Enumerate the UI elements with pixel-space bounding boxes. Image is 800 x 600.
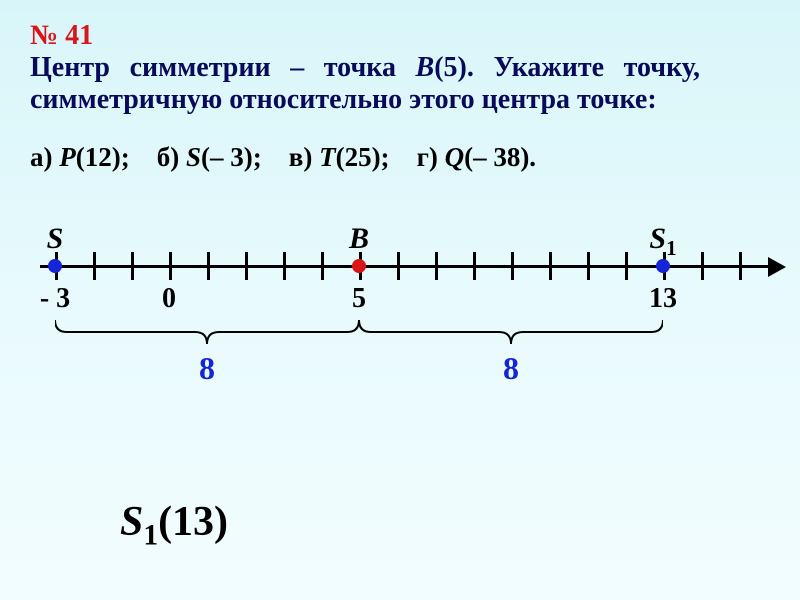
- tick: [283, 252, 286, 280]
- brace-right: [359, 320, 663, 350]
- tick: [169, 252, 172, 280]
- tick: [321, 252, 324, 280]
- point-label-S: S: [47, 222, 64, 256]
- brace-label-left: 8: [199, 350, 215, 387]
- point-label-S1: S1: [649, 222, 676, 261]
- num-label-Zero: 0: [162, 283, 176, 315]
- options: а) P(12); б) S(– 3); в) T(25); г) Q(– 38…: [30, 141, 770, 175]
- num-label-S1: 13: [649, 283, 677, 315]
- answer: S1(13): [120, 500, 228, 551]
- tick: [397, 252, 400, 280]
- point-S1: [656, 259, 670, 273]
- tick: [549, 252, 552, 280]
- problem-text: Центр симметрии – точка B(5). Укажите то…: [30, 52, 700, 116]
- num-label-B: 5: [352, 283, 366, 315]
- brace-left: [55, 320, 359, 350]
- tick: [245, 252, 248, 280]
- brace-label-right: 8: [503, 350, 519, 387]
- tick: [131, 252, 134, 280]
- number-line-diagram: S - 3 B 5 S1 13 0 8 8: [30, 225, 770, 405]
- tick: [625, 252, 628, 280]
- point-B: [352, 259, 366, 273]
- point-S: [48, 259, 62, 273]
- tick: [473, 252, 476, 280]
- point-label-B: B: [349, 222, 369, 256]
- tick: [93, 252, 96, 280]
- axis-arrow: [768, 257, 786, 277]
- tick: [511, 252, 514, 280]
- tick: [701, 252, 704, 280]
- problem-number: № 41: [30, 20, 100, 52]
- tick: [587, 252, 590, 280]
- tick: [739, 252, 742, 280]
- tick: [435, 252, 438, 280]
- tick: [207, 252, 210, 280]
- num-label-S: - 3: [40, 283, 70, 315]
